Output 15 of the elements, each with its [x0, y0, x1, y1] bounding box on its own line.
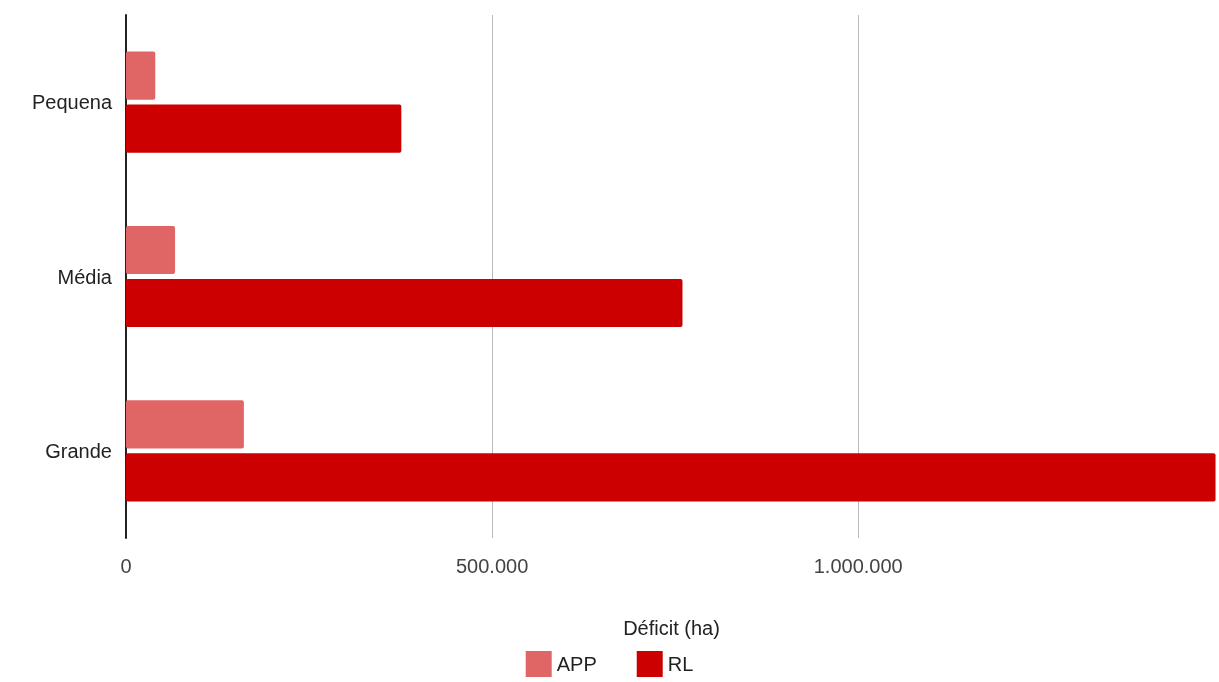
bar [126, 104, 402, 153]
x-tick-label: 0 [120, 555, 132, 577]
bar [126, 278, 683, 328]
x-tick-label: 1.000.000 [813, 555, 903, 577]
y-tick-label: Grande [45, 439, 112, 462]
bar [126, 225, 176, 275]
x-axis-title: Déficit (ha) [623, 617, 720, 639]
y-tick-label: Pequena [31, 91, 113, 114]
bar [126, 453, 1216, 502]
bar [126, 51, 156, 100]
legend-label: APP [556, 653, 597, 675]
y-tick-label: Média [57, 265, 113, 288]
x-tick-label: 500.000 [455, 555, 529, 577]
legend-label: RL [667, 653, 694, 675]
bar [126, 400, 244, 449]
